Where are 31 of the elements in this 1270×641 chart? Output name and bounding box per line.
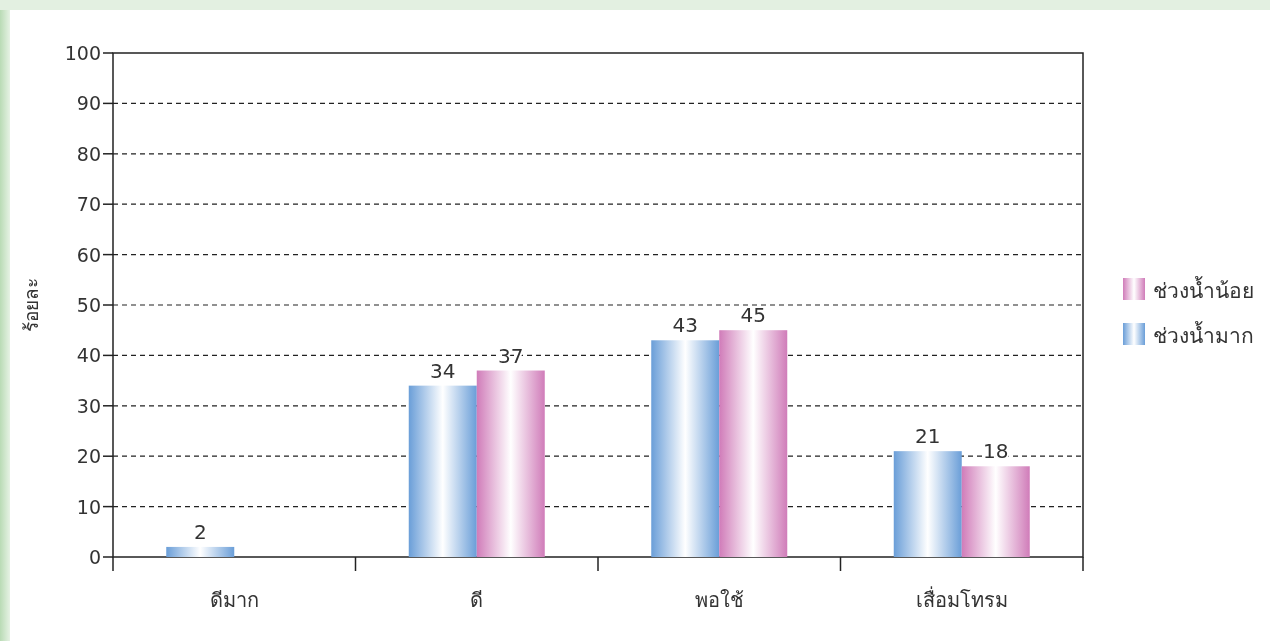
data-label: 21: [915, 424, 941, 449]
bar: [651, 340, 720, 557]
x-tick-label: พอใช้: [694, 588, 744, 612]
data-label: 43: [672, 313, 698, 338]
y-axis-title: ร้อยละ: [20, 278, 42, 332]
bar: [719, 330, 788, 557]
y-tick-label: 40: [76, 344, 101, 367]
bar: [166, 546, 235, 557]
y-tick-label: 10: [76, 495, 101, 518]
data-label: 45: [740, 303, 766, 328]
data-label: 18: [983, 439, 1009, 464]
x-tick-label: ดี: [470, 588, 484, 612]
y-tick-label: 60: [76, 243, 101, 266]
legend-label: ช่วงน้ำมาก: [1153, 321, 1254, 348]
y-tick-label: 100: [64, 42, 101, 64]
data-label: 2: [193, 519, 207, 544]
y-tick-label: 90: [76, 92, 101, 115]
data-label: 34: [430, 358, 456, 383]
x-tick-label: เสื่อมโทรม: [915, 586, 1008, 612]
y-tick-label: 70: [76, 193, 101, 216]
y-tick-label: 30: [76, 394, 101, 417]
y-tick-label: 20: [76, 445, 101, 468]
bar: [476, 370, 545, 557]
bar: [893, 451, 962, 557]
x-tick-label: ดีมาก: [209, 588, 259, 612]
bar: [961, 466, 1030, 557]
y-tick-label: 80: [76, 142, 101, 165]
y-tick-label: 0: [88, 546, 101, 568]
bar: [408, 385, 477, 557]
y-tick-label: 50: [76, 294, 101, 316]
legend-label: ช่วงน้ำน้อย: [1153, 276, 1254, 303]
